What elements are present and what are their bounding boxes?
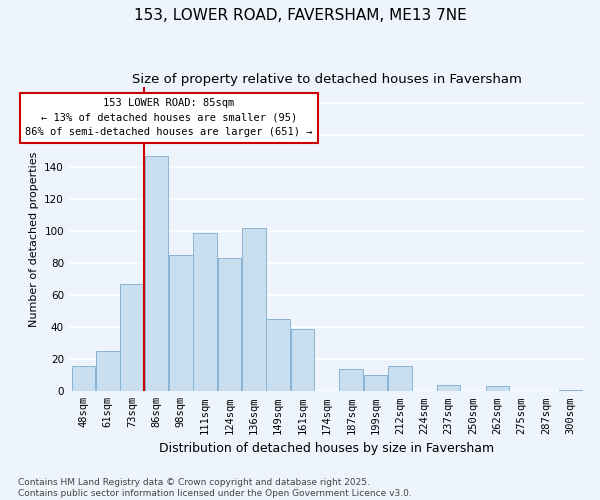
X-axis label: Distribution of detached houses by size in Faversham: Distribution of detached houses by size … (160, 442, 494, 455)
Bar (218, 258, 241, 392)
Bar (559, 390, 582, 392)
Text: 153 LOWER ROAD: 85sqm
← 13% of detached houses are smaller (95)
86% of semi-deta: 153 LOWER ROAD: 85sqm ← 13% of detached … (25, 98, 313, 138)
Bar (169, 255, 193, 392)
Bar (121, 284, 144, 392)
Bar (364, 376, 388, 392)
Title: Size of property relative to detached houses in Faversham: Size of property relative to detached ho… (132, 72, 522, 86)
Bar (193, 232, 217, 392)
Y-axis label: Number of detached properties: Number of detached properties (29, 152, 38, 326)
Text: Contains HM Land Registry data © Crown copyright and database right 2025.
Contai: Contains HM Land Registry data © Crown c… (18, 478, 412, 498)
Bar (71, 366, 95, 392)
Bar (340, 369, 363, 392)
Bar (388, 366, 412, 392)
Bar (96, 351, 119, 392)
Bar (266, 319, 290, 392)
Bar (485, 386, 509, 392)
Bar (145, 156, 168, 392)
Bar (242, 228, 266, 392)
Bar (437, 385, 460, 392)
Bar (291, 329, 314, 392)
Text: 153, LOWER ROAD, FAVERSHAM, ME13 7NE: 153, LOWER ROAD, FAVERSHAM, ME13 7NE (134, 8, 466, 22)
